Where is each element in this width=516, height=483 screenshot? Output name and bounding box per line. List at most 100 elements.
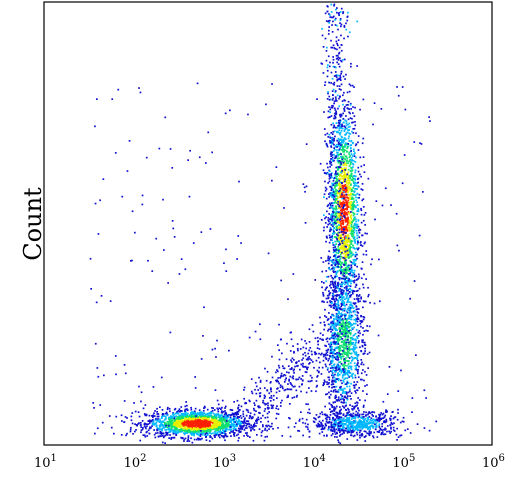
event-dot xyxy=(361,261,364,263)
event-dot xyxy=(215,424,217,426)
event-dot xyxy=(185,432,188,434)
event-dot xyxy=(345,228,347,230)
event-dot xyxy=(336,423,339,425)
event-dot xyxy=(344,255,346,258)
event-dot xyxy=(338,333,341,336)
event-dot xyxy=(327,204,330,206)
event-dot xyxy=(344,177,347,179)
event-dot xyxy=(372,418,374,421)
event-dot xyxy=(350,246,353,249)
event-dot xyxy=(343,150,345,153)
event-dot xyxy=(357,335,360,337)
event-dot xyxy=(335,262,338,264)
event-dot xyxy=(202,432,204,434)
event-dot xyxy=(327,223,329,226)
event-dot xyxy=(205,431,207,433)
event-dot xyxy=(334,220,336,222)
event-dot xyxy=(156,429,159,432)
event-dot xyxy=(201,420,203,422)
event-dot xyxy=(345,347,347,350)
event-dot xyxy=(358,196,360,199)
event-dot xyxy=(351,377,354,379)
event-dot xyxy=(209,435,211,437)
event-dot xyxy=(339,220,342,223)
event-dot xyxy=(326,418,328,421)
event-dot xyxy=(344,211,346,213)
event-dot xyxy=(352,106,354,108)
event-dot xyxy=(343,137,346,139)
event-dot xyxy=(348,151,351,154)
event-dot xyxy=(335,192,337,195)
event-dot xyxy=(362,425,365,427)
event-dot xyxy=(195,421,197,424)
event-dot xyxy=(169,429,172,432)
event-dot xyxy=(327,257,329,259)
event-dot xyxy=(159,435,162,437)
event-dot xyxy=(341,155,344,158)
event-dot xyxy=(340,241,343,244)
event-dot xyxy=(331,90,334,92)
event-dot xyxy=(193,429,196,432)
event-dot xyxy=(346,289,348,292)
event-dot xyxy=(333,419,336,421)
event-dot xyxy=(196,432,199,435)
event-dot xyxy=(186,415,188,418)
event-dot xyxy=(341,185,344,187)
event-dot xyxy=(228,421,231,424)
event-dot xyxy=(345,275,348,278)
event-dot xyxy=(341,309,344,312)
event-dot xyxy=(344,143,346,146)
event-dot xyxy=(353,201,355,203)
event-dot xyxy=(341,123,343,126)
event-dot xyxy=(336,151,338,154)
event-dot xyxy=(337,419,339,421)
event-dot xyxy=(345,196,348,199)
event-dot xyxy=(184,424,186,426)
event-dot xyxy=(354,242,356,244)
event-dot xyxy=(335,259,337,261)
event-dot xyxy=(360,207,362,210)
event-dot xyxy=(372,435,374,437)
event-dot xyxy=(344,158,346,160)
event-dot xyxy=(342,290,345,292)
event-dot xyxy=(145,431,148,434)
event-dot xyxy=(338,185,341,188)
event-dot xyxy=(349,323,351,326)
event-dot xyxy=(215,415,218,417)
event-dot xyxy=(187,412,189,415)
event-dot xyxy=(343,342,345,344)
event-dot xyxy=(343,272,345,275)
event-dot xyxy=(174,421,177,424)
event-dot xyxy=(331,235,333,238)
event-dot xyxy=(349,117,352,119)
event-dot xyxy=(345,163,348,166)
event-dot xyxy=(346,283,349,285)
event-dot xyxy=(324,423,327,425)
event-dot xyxy=(341,273,344,276)
event-dot xyxy=(337,315,340,318)
event-dot xyxy=(130,426,132,429)
event-dot xyxy=(120,414,123,417)
event-dot xyxy=(349,177,351,179)
event-dot xyxy=(209,423,212,426)
event-dot xyxy=(153,412,155,415)
event-dot xyxy=(354,344,357,347)
event-dot xyxy=(335,341,337,344)
event-dot xyxy=(342,320,345,322)
event-dot xyxy=(197,425,200,427)
event-dot xyxy=(329,367,332,369)
event-dot xyxy=(331,323,333,326)
event-dot xyxy=(341,175,343,178)
event-dot xyxy=(337,244,340,246)
event-dot xyxy=(355,206,357,209)
event-dot xyxy=(347,369,349,372)
event-dot xyxy=(185,421,188,423)
event-dot xyxy=(382,417,385,419)
event-dot xyxy=(337,249,339,251)
event-dot xyxy=(178,424,180,427)
event-dot xyxy=(262,414,264,417)
event-dot xyxy=(347,187,349,190)
event-dot xyxy=(356,294,358,296)
event-dot xyxy=(336,61,338,64)
event-dot xyxy=(332,244,335,246)
